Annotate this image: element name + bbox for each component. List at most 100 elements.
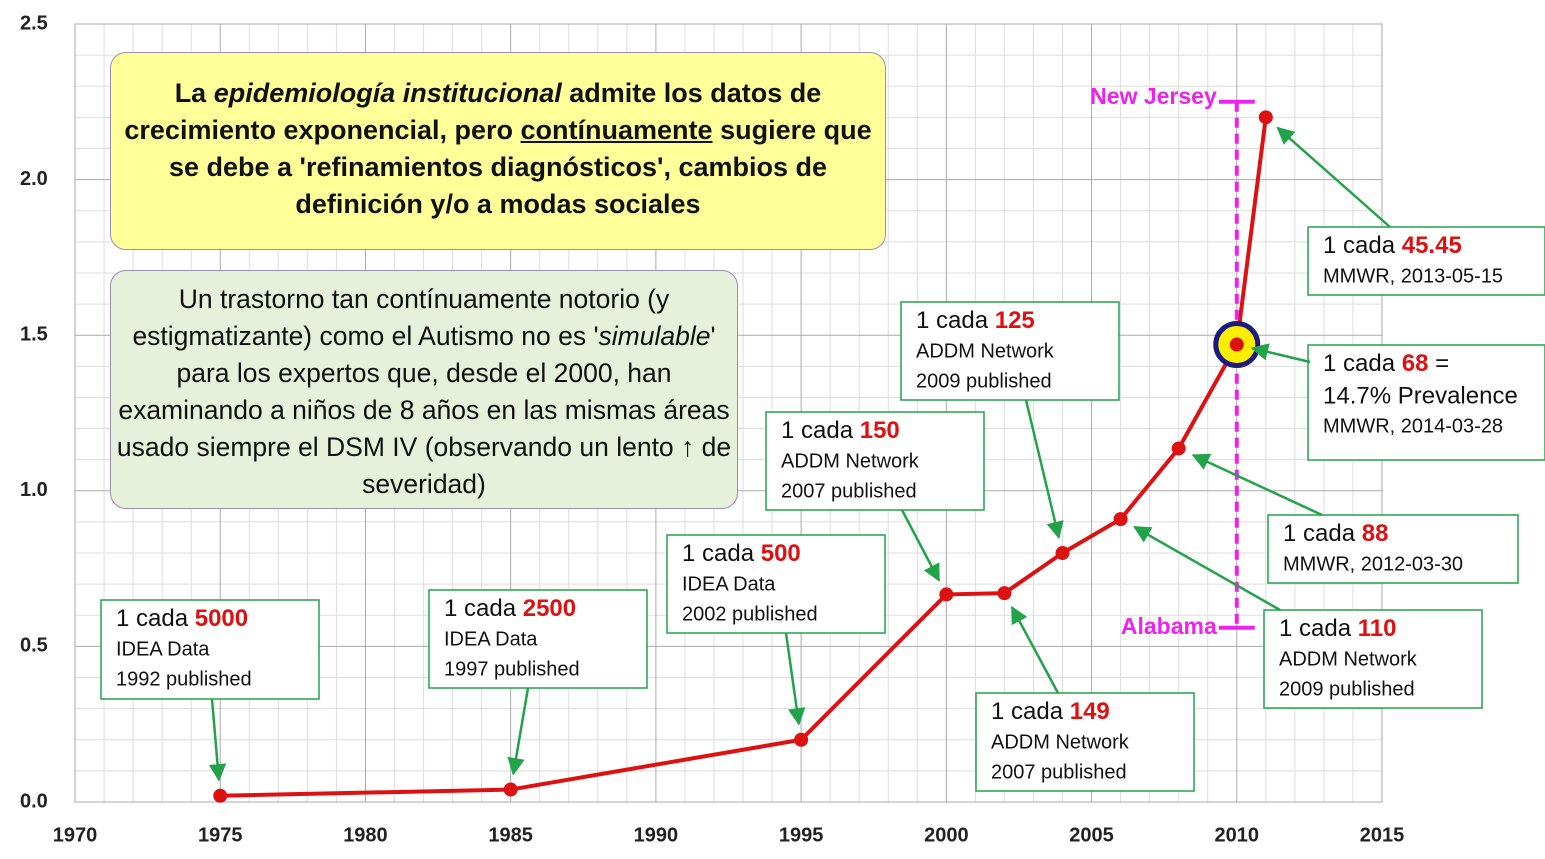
annotation-arrow [1010, 605, 1060, 694]
x-tick-label: 2000 [924, 824, 969, 846]
annotation-prefix: 1 cada [1323, 350, 1396, 377]
annotation-value: 150 [860, 417, 900, 444]
y-tick-label: 0.0 [20, 790, 48, 812]
data-point [939, 587, 954, 602]
annotation-title: 1 cada 125 [916, 307, 1035, 334]
annotation-line: IDEA Data [444, 628, 538, 650]
annotation-box [765, 411, 985, 511]
annotation-line: MMWR, 2012-03-30 [1283, 553, 1463, 575]
note-text: ' para los expertos que, desde el 2000, … [116, 321, 732, 499]
note-text: admite los datos de crecimiento exponenc… [124, 78, 822, 145]
note-text: Un trastorno tan contínuamente notorio (… [132, 284, 670, 351]
y-tick-label: 2.5 [20, 12, 48, 34]
annotation-box [900, 301, 1120, 401]
annotation-title: 1 cada 5000 [116, 605, 248, 632]
annotation-line: ADDM Network [1279, 648, 1418, 670]
annotation-line: ADDM Network [781, 450, 920, 472]
data-point [997, 586, 1012, 601]
annotation-line: 2007 published [781, 480, 917, 502]
data-line [220, 117, 1268, 798]
data-point [1171, 441, 1186, 456]
annotation-value: 88 [1362, 520, 1389, 547]
note-box: La epidemiología institucional admite lo… [110, 52, 886, 250]
annotation-title: 1 cada 88 [1283, 520, 1388, 547]
annotation-line: MMWR, 2013-05-15 [1323, 265, 1503, 287]
range-label: New Jersey [1090, 83, 1217, 109]
annotation-value: 45.45 [1402, 232, 1462, 259]
y-tick-label: 1.5 [20, 323, 48, 345]
annotation-title: 1 cada 2500 [444, 595, 576, 622]
annotation-line: MMWR, 2014-03-28 [1323, 415, 1503, 437]
x-tick-label: 1985 [488, 824, 533, 846]
annotation-value: 68 [1402, 350, 1429, 377]
annotation-prefix: 1 cada [781, 417, 854, 444]
annotation-box [100, 599, 320, 700]
annotation-line: 1997 published [444, 658, 580, 680]
annotation-arrow [900, 509, 941, 582]
annotation-prefix: 1 cada [682, 540, 755, 567]
annotation-line: ADDM Network [916, 340, 1055, 362]
x-tick-label: 1980 [343, 824, 388, 846]
annotation-suffix: = [1435, 350, 1449, 377]
annotation-arrow [1132, 525, 1281, 612]
annotation-value: 110 [1358, 615, 1397, 642]
annotation-line: 2009 published [1279, 678, 1415, 700]
annotation-line: 1992 published [116, 668, 252, 690]
x-tick-label: 2010 [1215, 824, 1260, 846]
annotation-value: 149 [1070, 698, 1110, 725]
annotation-box [1307, 344, 1545, 461]
note-text: contínuamente [520, 115, 713, 145]
annotation-line: IDEA Data [682, 573, 776, 595]
data-point [213, 788, 228, 803]
note-box: Un trastorno tan contínuamente notorio (… [110, 270, 738, 509]
annotation-prefix: 1 cada [916, 307, 989, 334]
annotation-prefix: 1 cada [1279, 615, 1352, 642]
annotation-box [428, 589, 648, 689]
annotation-line: IDEA Data [116, 638, 210, 660]
annotation-arrow [1276, 126, 1391, 228]
data-point [1258, 110, 1273, 125]
note-text: simulable [598, 321, 711, 351]
y-tick-label: 1.0 [20, 479, 48, 501]
note-text: sugiere que se debe a 'refinamientos dia… [168, 115, 872, 219]
annotation-arrow [507, 687, 530, 776]
annotation-prefix: 1 cada [116, 605, 189, 632]
note-text: La [174, 78, 214, 108]
annotation-prefix: 1 cada [1323, 232, 1396, 259]
y-tick-label: 0.5 [20, 635, 48, 657]
data-point [1055, 546, 1070, 561]
annotation-arrow [784, 632, 806, 726]
annotation-value: 500 [761, 540, 801, 567]
annotation-line: 2002 published [682, 603, 818, 625]
annotation-prefix: 1 cada [444, 595, 517, 622]
annotation-value: 2500 [523, 595, 576, 622]
annotation-value: 5000 [195, 605, 248, 632]
annotation-value: 125 [995, 307, 1035, 334]
range-label: Alabama [1121, 613, 1217, 639]
y-tick-label: 2.0 [20, 168, 48, 190]
x-tick-label: 1995 [779, 824, 824, 846]
data-point [503, 782, 518, 797]
annotation-line: 2009 published [916, 370, 1052, 392]
annotation-line: 14.7% Prevalence [1323, 382, 1518, 409]
annotation-title: 1 cada 110 [1279, 615, 1396, 642]
x-tick-label: 1975 [198, 824, 243, 846]
annotation-title: 1 cada 150 [781, 417, 900, 444]
annotation-line: 2007 published [991, 761, 1127, 783]
annotation-line: ADDM Network [991, 731, 1130, 753]
annotation-title: 1 cada 45.45 [1323, 232, 1462, 259]
annotation-arrow [1250, 343, 1311, 364]
data-point [1113, 512, 1128, 527]
annotation-title: 1 cada 68 = [1323, 350, 1449, 377]
data-point [1229, 337, 1244, 352]
annotation-box [1267, 514, 1519, 584]
annotation-box [666, 534, 886, 634]
data-point [794, 732, 809, 747]
annotation-title: 1 cada 149 [991, 698, 1110, 725]
annotation-box [1307, 226, 1545, 296]
x-tick-label: 2015 [1360, 824, 1405, 846]
annotation-arrow [208, 698, 227, 782]
annotation-prefix: 1 cada [1283, 520, 1356, 547]
annotation-box [975, 692, 1195, 792]
